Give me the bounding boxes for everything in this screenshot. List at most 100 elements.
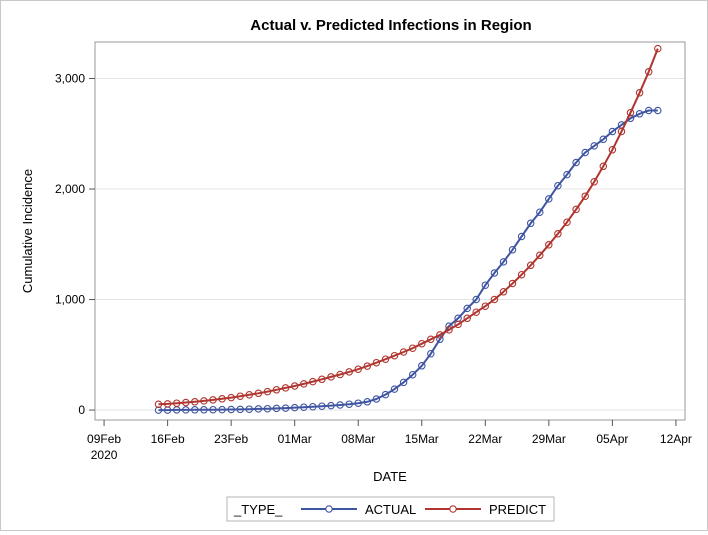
data-point-predict — [508, 279, 517, 288]
data-point-actual — [245, 405, 254, 413]
x-tick-sublabel: 2020 — [91, 448, 118, 462]
data-point-actual — [263, 404, 272, 413]
data-point-actual — [381, 390, 390, 399]
data-point-actual — [590, 142, 598, 150]
data-point-actual — [545, 195, 553, 203]
data-point-predict — [399, 348, 408, 356]
legend: _TYPE_ ACTUAL PREDICT — [226, 496, 555, 522]
data-point-predict — [418, 339, 426, 348]
data-point-predict — [490, 295, 499, 304]
data-point-actual — [554, 181, 562, 190]
data-point-predict — [354, 365, 362, 373]
data-point-actual — [490, 269, 499, 277]
y-axis-label: Cumulative Incidence — [20, 169, 35, 293]
data-point-actual — [427, 349, 435, 358]
data-point-predict — [626, 108, 635, 117]
data-point-predict — [154, 400, 163, 409]
y-axis: 0 1,000 2,000 3,000 — [55, 71, 95, 417]
data-point-predict — [290, 382, 299, 390]
data-point-predict — [599, 162, 608, 171]
x-tick-label: 15Mar — [405, 432, 439, 446]
data-point-predict — [635, 89, 644, 97]
data-point-actual — [154, 406, 163, 414]
data-point-actual — [654, 106, 662, 115]
data-point-predict — [182, 398, 190, 407]
data-point-actual — [499, 258, 508, 266]
data-point-predict — [218, 395, 226, 403]
data-point-predict — [499, 288, 508, 296]
data-point-predict — [545, 241, 553, 249]
data-point-actual — [599, 135, 608, 144]
x-tick-label: 22Mar — [468, 432, 502, 446]
data-point-actual — [236, 405, 244, 414]
x-tick-label: 29Mar — [532, 432, 566, 446]
data-point-actual — [563, 170, 571, 179]
x-tick-label: 16Feb — [151, 432, 185, 446]
data-point-actual — [436, 335, 444, 344]
data-point-predict — [281, 384, 290, 392]
data-point-predict — [463, 314, 471, 323]
y-tick-label: 1,000 — [55, 293, 85, 307]
data-point-predict — [563, 218, 571, 226]
data-point-predict — [481, 302, 490, 310]
series-layer — [154, 44, 662, 414]
data-point-predict — [363, 362, 372, 370]
y-tick-label: 0 — [78, 403, 85, 417]
data-point-predict — [472, 308, 480, 316]
data-point-predict — [554, 230, 562, 238]
data-point-actual — [517, 232, 526, 241]
legend-items: ACTUAL PREDICT — [301, 502, 546, 517]
data-point-actual — [345, 400, 353, 408]
grid-lines — [96, 77, 684, 411]
data-point-predict — [172, 399, 181, 407]
data-point-predict — [381, 355, 390, 363]
y-tick-label: 3,000 — [55, 71, 85, 85]
data-point-actual — [463, 304, 471, 313]
data-point-actual — [336, 401, 344, 409]
data-point-actual — [354, 399, 362, 407]
data-point-predict — [644, 68, 653, 76]
series-line-predict — [158, 48, 659, 406]
x-tick-label: 12Apr — [660, 432, 692, 446]
data-point-actual — [408, 370, 417, 379]
data-point-predict — [336, 370, 344, 379]
data-point-actual — [608, 127, 617, 136]
data-point-predict — [227, 393, 235, 402]
x-axis: 09Feb 2020 16Feb 23Feb 01Mar 08Mar 15Mar 22Mar 2… — [87, 420, 692, 462]
data-point-predict — [654, 44, 662, 53]
data-point-actual — [191, 406, 199, 414]
data-point-actual — [254, 405, 263, 413]
data-point-predict — [372, 358, 381, 367]
data-point-predict — [572, 205, 580, 214]
data-point-predict — [163, 400, 172, 408]
data-point-predict — [245, 391, 254, 399]
data-point-actual — [209, 405, 217, 414]
data-point-predict — [536, 251, 544, 260]
data-point-actual — [418, 362, 426, 370]
data-point-predict — [408, 344, 417, 352]
data-point-actual — [399, 378, 408, 387]
data-point-predict — [526, 261, 535, 270]
data-point-actual — [508, 246, 517, 254]
data-point-actual — [390, 385, 399, 393]
data-point-predict — [581, 192, 589, 200]
x-tick-label: 01Mar — [278, 432, 312, 446]
data-point-predict — [300, 380, 308, 388]
data-point-predict — [390, 351, 399, 360]
data-point-actual — [481, 281, 490, 289]
x-tick-label: 09Feb — [87, 432, 121, 446]
data-point-actual — [372, 395, 381, 403]
data-point-actual — [644, 106, 653, 115]
legend-label-actual: ACTUAL — [365, 502, 416, 517]
x-axis-label: DATE — [373, 469, 407, 484]
chart-title: Actual v. Predicted Infections in Region — [250, 17, 531, 34]
data-point-actual — [272, 404, 281, 413]
data-point-predict — [209, 396, 217, 404]
x-tick-label: 23Feb — [214, 432, 248, 446]
data-point-actual — [327, 401, 335, 410]
data-point-actual — [309, 402, 317, 411]
data-point-actual — [581, 148, 589, 157]
data-point-predict — [200, 397, 208, 405]
data-point-predict — [608, 146, 617, 154]
